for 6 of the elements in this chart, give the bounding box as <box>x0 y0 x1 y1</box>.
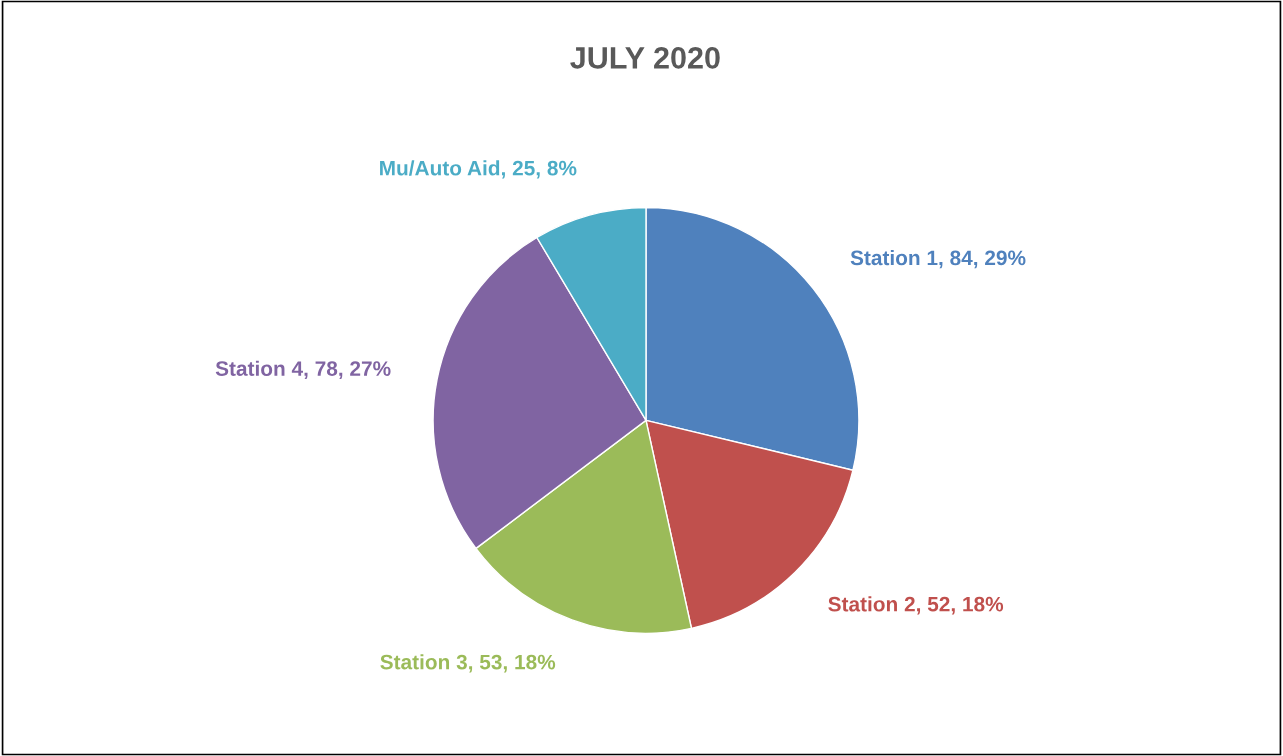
slice-label: Station 4, 78, 27% <box>215 360 391 379</box>
slice-label: Station 3, 53, 18% <box>380 654 556 673</box>
slice-label: Mu/Auto Aid, 25, 8% <box>380 160 577 179</box>
slice-label: Station 1, 84, 29% <box>850 249 1026 269</box>
slice-label: Station 2, 52, 18% <box>828 596 1004 615</box>
chart-title: JULY 2020 <box>570 47 720 69</box>
